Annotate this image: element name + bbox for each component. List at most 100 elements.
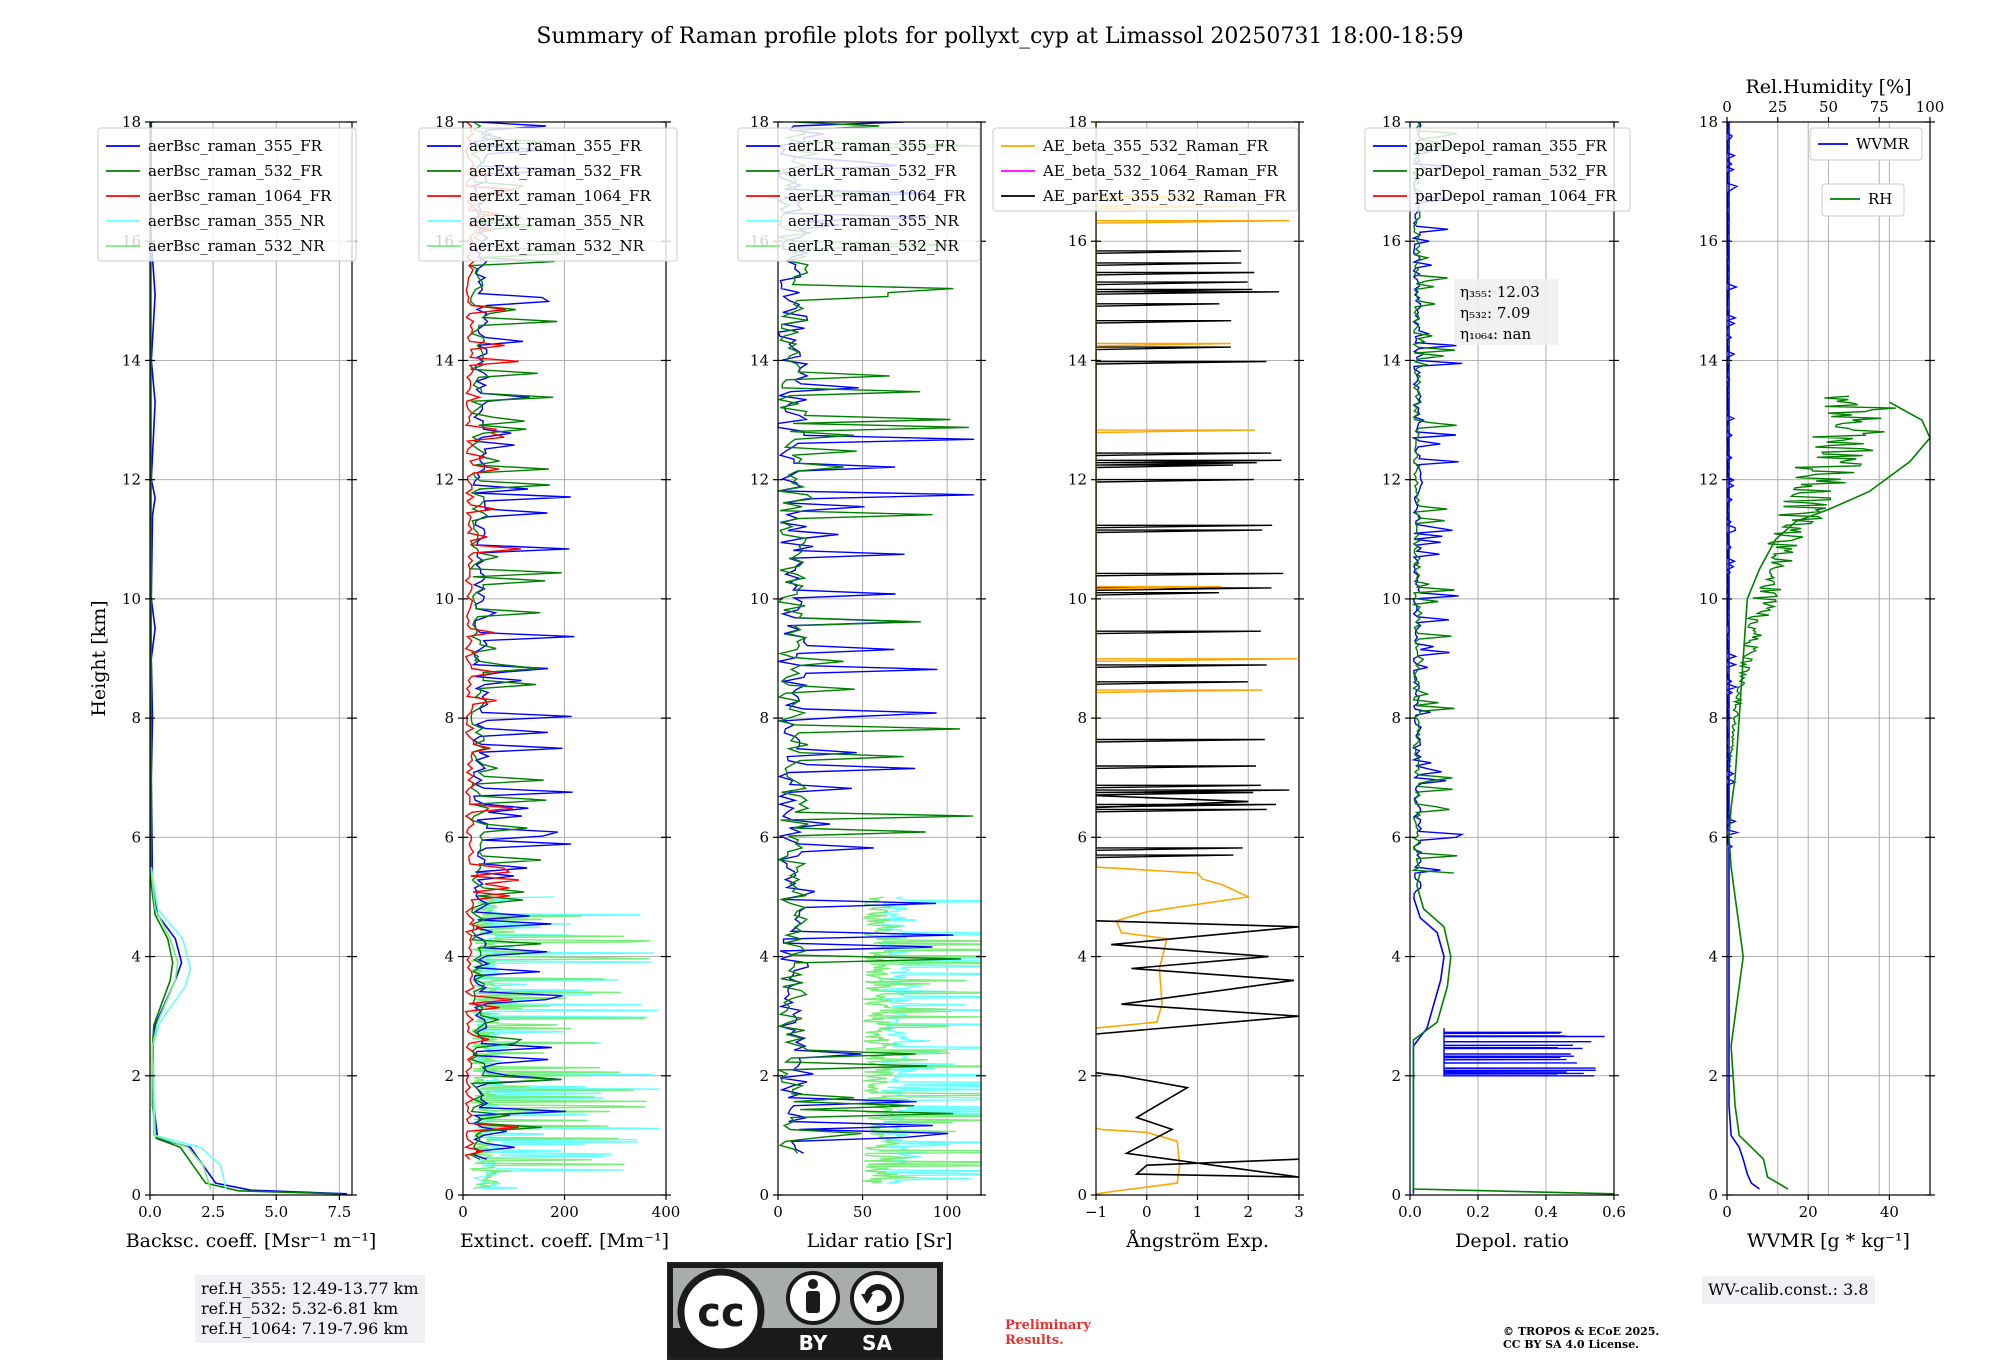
xlabel-3: Lidar ratio [Sr]	[807, 1230, 953, 1252]
xlabel-6: WVMR [g * kg⁻¹]	[1747, 1230, 1910, 1252]
ytick-label-4: 4	[1077, 948, 1087, 966]
ytick-label-8: 8	[1077, 709, 1087, 727]
series-aerLR_raman_532_FR-noise-3	[778, 122, 981, 1154]
plot-area-4	[1096, 122, 1299, 1195]
ytick-label-6: 6	[444, 828, 454, 846]
ytick-label-2: 2	[1077, 1067, 1087, 1085]
sa-label: SA	[862, 1331, 892, 1355]
axes-frame-3	[777, 121, 982, 1196]
legend-label-aerBsc_raman_532_FR: aerBsc_raman_532_FR	[148, 162, 323, 180]
preliminary-line-2: Results.	[1005, 1333, 1064, 1348]
xtick-label-3: 2	[1243, 1203, 1253, 1221]
top-xtick-label-2: 50	[1819, 98, 1838, 116]
annotation-box	[1454, 279, 1558, 345]
ytick-label-12: 12	[435, 471, 454, 489]
series-AE_beta_355_532_Raman_FR_b	[1096, 866, 1252, 1029]
series-aerExt_raman_355_NR-noise-0	[471, 896, 661, 1190]
legend-6: WVMR RH	[1809, 127, 1923, 217]
series-WVMR	[1728, 122, 1760, 1190]
legend-label-AE_parExt_355_532_Raman_FR: AE_parExt_355_532_Raman_FR	[1042, 187, 1287, 205]
panel-3: 024681012141618050100Lidar ratio [Sr]aer…	[737, 113, 986, 1252]
cc-by-sa-badge: cc BY SA	[667, 1262, 943, 1360]
series-AE_parExt_355_532_Raman_FR_b	[1096, 920, 1299, 1035]
series-parDepol_raman_355_FR-noise-2	[1443, 1028, 1605, 1077]
ytick-label-18: 18	[122, 113, 141, 131]
ytick-label-10: 10	[1699, 590, 1718, 608]
legend-label-aerExt_raman_532_NR: aerExt_raman_532_NR	[469, 237, 645, 255]
ytick-label-4: 4	[444, 948, 454, 966]
xtick-label-3: 0.6	[1602, 1203, 1626, 1221]
top-xtick-label-4: 100	[1916, 98, 1945, 116]
plot-area-5	[1411, 122, 1614, 1195]
ytick-label-18: 18	[435, 113, 454, 131]
legend-label-parDepol_raman_532_FR: parDepol_raman_532_FR	[1415, 162, 1608, 180]
ytick-label-16: 16	[1068, 232, 1087, 250]
copyright-line-2: CC BY SA 4.0 License.	[1503, 1338, 1640, 1351]
ytick-label-8: 8	[1391, 709, 1401, 727]
ytick-label-18: 18	[750, 113, 769, 131]
legend-2: aerExt_raman_355_FR aerExt_raman_532_FRae…	[418, 127, 678, 262]
xtick-label-2: 1	[1193, 1203, 1203, 1221]
legend-5: parDepol_raman_355_FR parDepol_raman_532_…	[1364, 127, 1631, 212]
axes-frame-5	[1409, 121, 1615, 1196]
series-AE_parExt_355_532_Raman_FR_c	[1096, 794, 1249, 809]
legend-3: aerLR_raman_355_FR aerLR_raman_532_FR aerL…	[737, 127, 981, 262]
legend-label-parDepol_raman_355_FR: parDepol_raman_355_FR	[1415, 137, 1608, 155]
xtick-label-0: 0	[458, 1203, 468, 1221]
legend-label-AE_beta_532_1064_Raman_FR: AE_beta_532_1064_Raman_FR	[1042, 162, 1278, 180]
ytick-label-14: 14	[1068, 351, 1087, 369]
legend-label-aerBsc_raman_355_NR: aerBsc_raman_355_NR	[148, 212, 325, 230]
depol-annotation: η₃₅₅: 12.03 η₅₃₂: 7.09 η₁₀₆₄: nan	[1454, 279, 1558, 345]
axes-frame-1	[149, 121, 353, 1196]
copyright-line-1: © TROPOS & ECoE 2025.	[1503, 1325, 1660, 1338]
plot-area-1	[150, 122, 347, 1195]
ytick-label-14: 14	[1382, 351, 1401, 369]
legend-label-aerBsc_raman_1064_FR: aerBsc_raman_1064_FR	[148, 187, 332, 205]
legend-box-4	[992, 127, 1299, 212]
preliminary-note: Preliminary Results.	[1005, 1318, 1091, 1348]
xtick-label-2: 100	[933, 1203, 962, 1221]
ylabel: Height [km]	[88, 600, 110, 716]
ytick-label-14: 14	[122, 351, 141, 369]
ytick-label-0: 0	[131, 1186, 141, 1204]
legend-label-aerLR_raman_532_FR: aerLR_raman_532_FR	[788, 162, 957, 180]
top-xtick-label-1: 25	[1768, 98, 1787, 116]
ytick-label-6: 6	[131, 828, 141, 846]
ytick-label-14: 14	[750, 351, 769, 369]
wv-calib-box: WV-calib.const.: 3.8	[1702, 1276, 1875, 1304]
ytick-label-12: 12	[1699, 471, 1718, 489]
ytick-label-18: 18	[1068, 113, 1087, 131]
legend-label-aerExt_raman_355_FR: aerExt_raman_355_FR	[469, 137, 642, 155]
legend-label-aerBsc_raman_532_NR: aerBsc_raman_532_NR	[148, 237, 325, 255]
xtick-label-1: 20	[1799, 1203, 1818, 1221]
figure-title: Summary of Raman profile plots for polly…	[536, 24, 1463, 49]
series-aerLR_raman_355_NR-noise-0	[877, 896, 981, 1184]
series-parDepol_raman_355_FR	[1412, 896, 1445, 1194]
xtick-label-1: 2.5	[201, 1203, 225, 1221]
ref-height-532: ref.H_532: 5.32-6.81 km	[201, 1299, 399, 1318]
ytick-label-18: 18	[1699, 113, 1718, 131]
ytick-label-16: 16	[1382, 232, 1401, 250]
ref-height-355: ref.H_355: 12.49-13.77 km	[201, 1279, 419, 1298]
xtick-label-1: 50	[853, 1203, 872, 1221]
series-aerBsc_raman_355_FR	[150, 122, 347, 1195]
ytick-label-4: 4	[1708, 948, 1718, 966]
legend-label-aerLR_raman_355_NR: aerLR_raman_355_NR	[788, 212, 959, 230]
xtick-label-0: −1	[1085, 1203, 1107, 1221]
legend-label-aerLR_raman_1064_FR: aerLR_raman_1064_FR	[788, 187, 966, 205]
legend-label-aerBsc_raman_355_FR: aerBsc_raman_355_FR	[148, 137, 323, 155]
plot-area-2	[463, 122, 661, 1190]
top-xlabel: Rel.Humidity [%]	[1745, 76, 1911, 98]
ytick-label-6: 6	[759, 828, 769, 846]
ytick-label-0: 0	[759, 1186, 769, 1204]
series-AE_parExt_355_532_Raman_FR-noise-0	[1096, 241, 1290, 868]
xtick-label-2: 5.0	[264, 1203, 288, 1221]
legend-label-aerExt_raman_532_FR: aerExt_raman_532_FR	[469, 162, 642, 180]
legend-label-aerExt_raman_355_NR: aerExt_raman_355_NR	[469, 212, 645, 230]
xlabel-1: Backsc. coeff. [Msr⁻¹ m⁻¹]	[126, 1230, 377, 1252]
xtick-label-2: 400	[652, 1203, 681, 1221]
ytick-label-8: 8	[759, 709, 769, 727]
ref-heights-box: ref.H_355: 12.49-13.77 km ref.H_532: 5.3…	[195, 1275, 425, 1343]
